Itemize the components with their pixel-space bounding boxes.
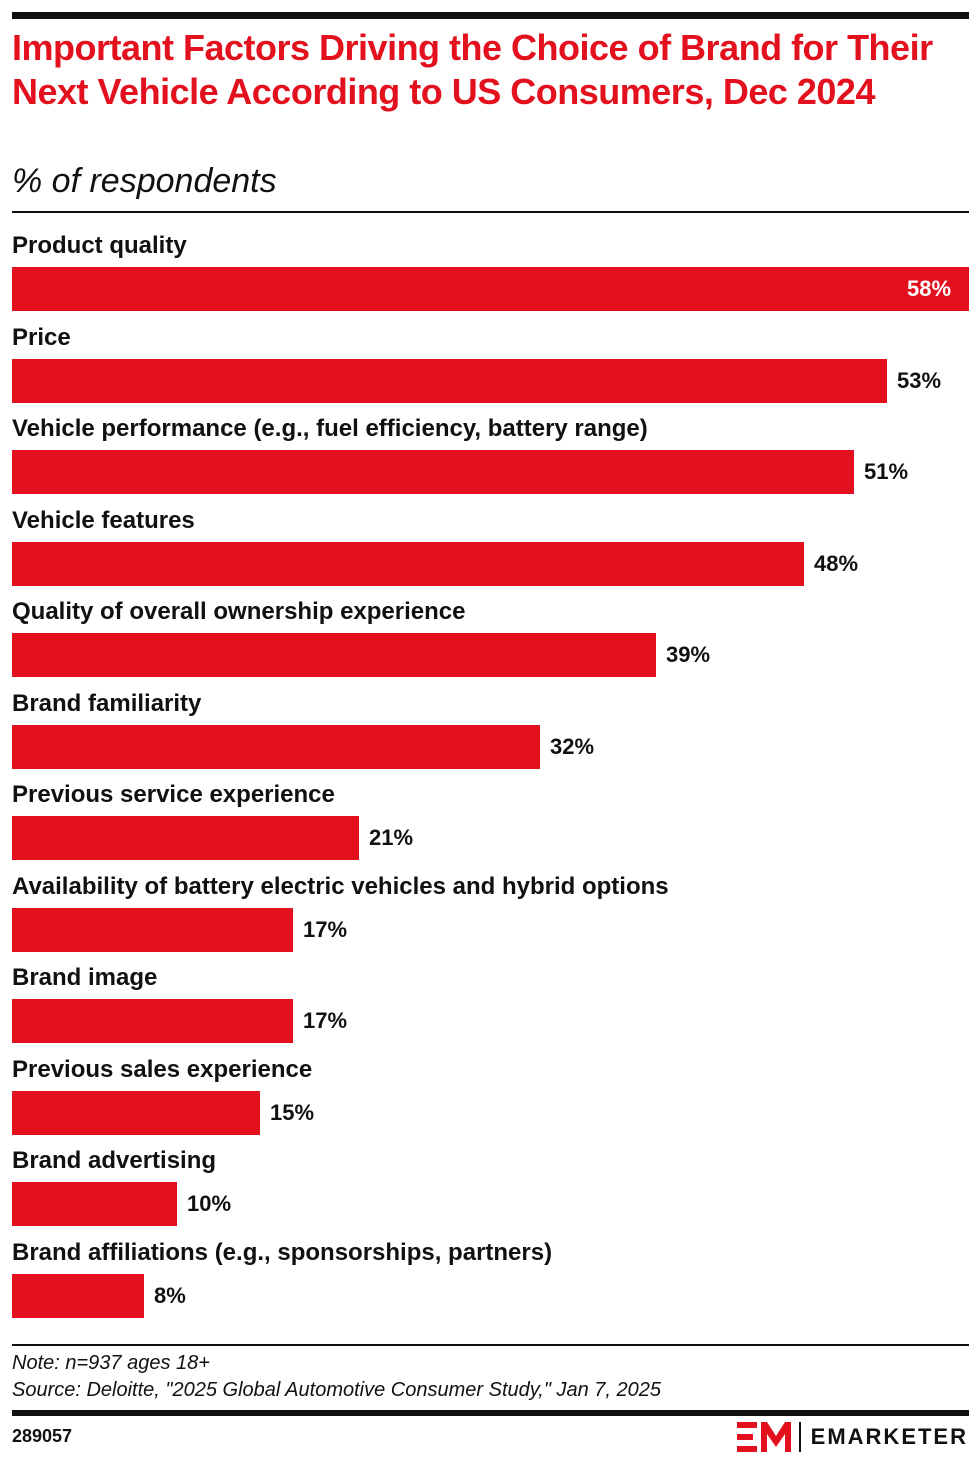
bar xyxy=(12,358,887,403)
chart-subtitle: % of respondents xyxy=(12,162,277,200)
value-label: 21% xyxy=(369,825,414,850)
category-label: Brand affiliations (e.g., sponsorships, … xyxy=(12,1238,553,1266)
em-logo-icon xyxy=(736,1422,791,1452)
bar xyxy=(12,1090,260,1135)
chart-source: Source: Deloitte, "2025 Global Automotiv… xyxy=(12,1379,662,1401)
bar xyxy=(12,907,293,952)
category-label: Previous sales experience xyxy=(12,1055,313,1083)
bar xyxy=(12,816,359,860)
category-label: Vehicle performance (e.g., fuel efficien… xyxy=(12,415,648,442)
category-label: Quality of overall ownership experience xyxy=(12,598,466,625)
category-label: Brand image xyxy=(12,964,158,991)
value-label: 32% xyxy=(550,733,595,759)
bar xyxy=(12,999,293,1043)
logo-separator xyxy=(798,1422,801,1452)
category-label: Product quality xyxy=(12,232,187,259)
value-label: 10% xyxy=(187,1191,232,1216)
value-label: 53% xyxy=(897,367,942,393)
chart-id: 289057 xyxy=(12,1426,73,1446)
bar xyxy=(12,1273,144,1318)
footer-rule-thick xyxy=(12,1410,969,1416)
bar xyxy=(12,633,656,677)
category-label: Brand advertising xyxy=(12,1147,217,1174)
value-label: 17% xyxy=(303,1008,348,1033)
value-label: 17% xyxy=(303,916,348,942)
value-label: 48% xyxy=(814,550,859,576)
category-label: Brand familiarity xyxy=(12,689,202,717)
category-label: Availability of battery electric vehicle… xyxy=(12,872,669,900)
value-label: 51% xyxy=(864,459,909,484)
top-rule xyxy=(12,12,969,19)
bar xyxy=(12,541,804,586)
emarketer-logo: EMARKETER xyxy=(736,1421,968,1453)
category-label: Price xyxy=(12,323,71,351)
chart-note: Note: n=937 ages 18+ xyxy=(12,1352,210,1374)
category-label: Vehicle features xyxy=(12,506,195,534)
chart-title: Important Factors Driving the Choice of … xyxy=(12,27,933,112)
value-label: 39% xyxy=(666,642,711,667)
category-label: Previous service experience xyxy=(12,781,335,808)
value-label: 8% xyxy=(154,1282,186,1308)
brand-name: EMARKETER xyxy=(810,1424,968,1449)
bar xyxy=(12,450,854,494)
bar xyxy=(12,724,540,769)
bar xyxy=(12,1182,177,1226)
value-label: 15% xyxy=(270,1099,315,1125)
subtitle-rule xyxy=(12,211,969,213)
footer-rule xyxy=(12,1344,969,1346)
value-label: 58% xyxy=(907,276,952,301)
bar xyxy=(12,267,969,311)
